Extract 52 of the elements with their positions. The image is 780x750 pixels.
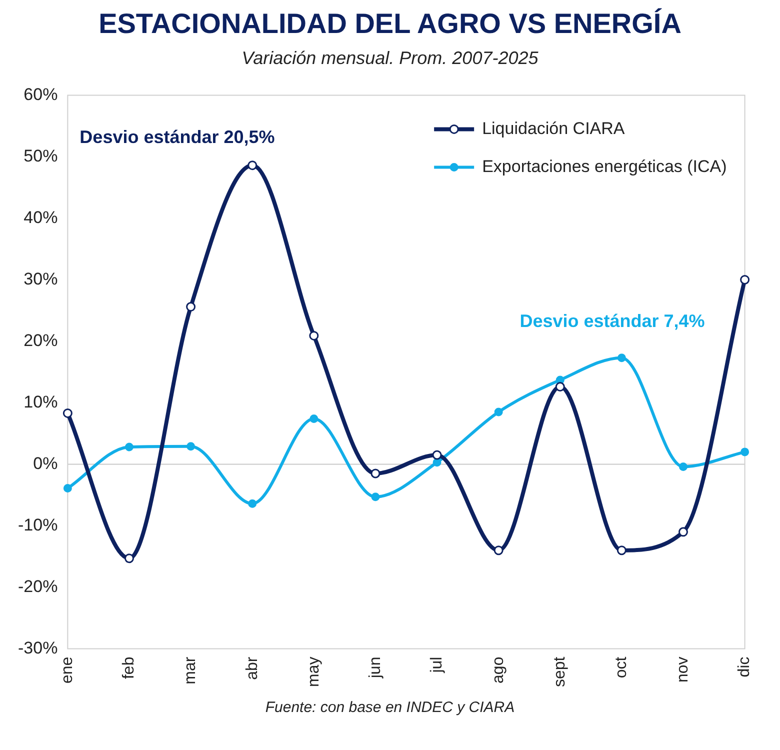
point xyxy=(309,330,319,340)
point xyxy=(678,527,688,537)
point xyxy=(371,492,380,502)
x-tick-label: jul xyxy=(428,656,446,674)
x-tick-label: abr xyxy=(244,656,261,680)
point xyxy=(370,468,380,478)
x-tick-label: ene xyxy=(59,656,76,684)
x-tick-label: feb xyxy=(120,656,138,680)
point xyxy=(248,160,258,170)
point xyxy=(310,414,318,423)
y-tick-label: 10% xyxy=(24,392,58,412)
y-tick-label: 30% xyxy=(24,269,58,288)
y-tick-label: 0% xyxy=(33,454,58,473)
point xyxy=(678,462,688,471)
x-tick-label: may xyxy=(305,656,322,687)
legend-label: Exportaciones energéticas (ICA) xyxy=(482,156,727,176)
y-tick-label: 20% xyxy=(24,330,58,350)
point xyxy=(555,382,565,392)
point xyxy=(62,408,72,418)
point xyxy=(248,499,257,508)
point xyxy=(432,458,442,467)
x-tick-label: dic xyxy=(736,656,754,678)
legend-label: Liquidación CIARA xyxy=(482,118,626,138)
x-tick-label: jun xyxy=(366,656,384,680)
y-tick-label: 50% xyxy=(24,146,58,166)
source-note: Fuente: con base en INDEC y CIARA xyxy=(264,699,516,716)
x-tick-label: ago xyxy=(490,656,507,684)
point xyxy=(494,408,503,416)
x-tick-label: oct xyxy=(613,656,630,678)
point xyxy=(616,546,626,556)
point xyxy=(494,546,504,556)
y-tick-label: 60% xyxy=(24,84,58,104)
x-tick-label: sept xyxy=(552,656,569,688)
y-tick-label: -20% xyxy=(18,576,58,596)
y-tick-label: -10% xyxy=(18,515,58,534)
y-tick-label: -30% xyxy=(18,638,58,658)
point xyxy=(186,302,196,312)
point xyxy=(186,442,196,451)
point xyxy=(740,274,750,284)
point xyxy=(124,554,134,564)
x-tick-label: nov xyxy=(674,656,692,683)
point xyxy=(740,448,750,456)
y-tick-label: 40% xyxy=(24,208,58,227)
point xyxy=(432,450,442,460)
chart-title: ESTACIONALIDAD DEL AGRO VS ENERGÍA xyxy=(98,8,682,40)
annotation: Desvio estándar 20,5% xyxy=(80,127,275,148)
point xyxy=(63,484,72,492)
chart-subtitle: Variación mensual. Prom. 2007-2025 xyxy=(240,48,540,69)
point xyxy=(617,354,626,362)
x-tick-label: mar xyxy=(182,656,200,684)
annotation: Desvio estándar 7,4% xyxy=(520,311,705,332)
point xyxy=(124,442,134,452)
